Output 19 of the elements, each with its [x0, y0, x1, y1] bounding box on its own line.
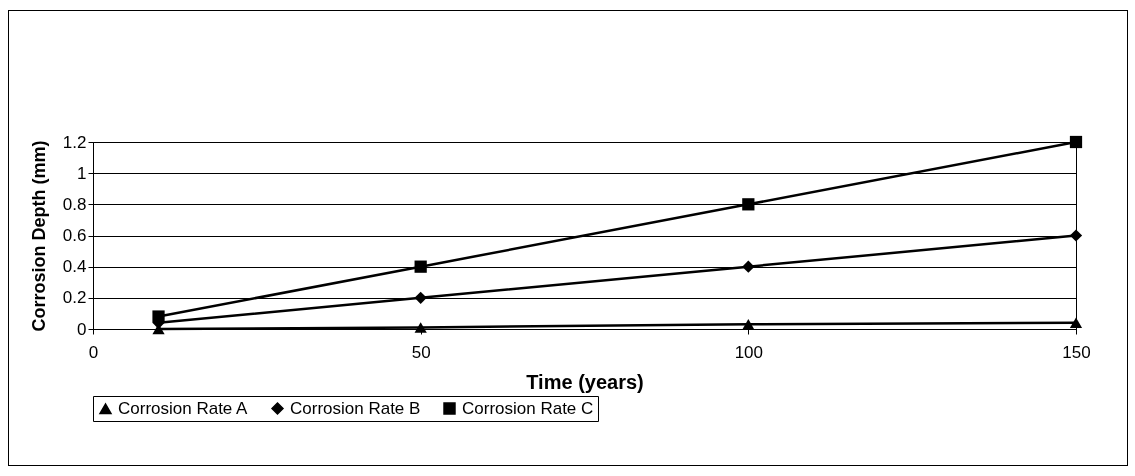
- x-axis-title: Time (years): [526, 370, 644, 393]
- y-tick-label: 1.2: [62, 132, 87, 152]
- y-tick-label: 0.4: [62, 257, 87, 277]
- y-tick-label: 0: [77, 319, 87, 339]
- y-tick-label: 1: [77, 163, 87, 183]
- legend-label: Corrosion Rate C: [462, 398, 594, 418]
- x-tick-label: 50: [411, 342, 431, 362]
- legend-label: Corrosion Rate A: [118, 398, 249, 418]
- point: [414, 291, 427, 304]
- y-tick-label: 0.2: [62, 288, 87, 308]
- legend-label: Corrosion Rate B: [290, 398, 421, 418]
- point: [1069, 135, 1083, 149]
- y-tick-label: 0.8: [62, 194, 87, 214]
- x-tick-label: 100: [734, 342, 764, 362]
- point: [1069, 317, 1083, 329]
- y-axis-title: Corrosion Depth (mm): [28, 140, 49, 332]
- y-tick-label: 0.6: [62, 226, 87, 245]
- point: [1069, 229, 1083, 242]
- x-tick-label: 150: [1062, 342, 1091, 362]
